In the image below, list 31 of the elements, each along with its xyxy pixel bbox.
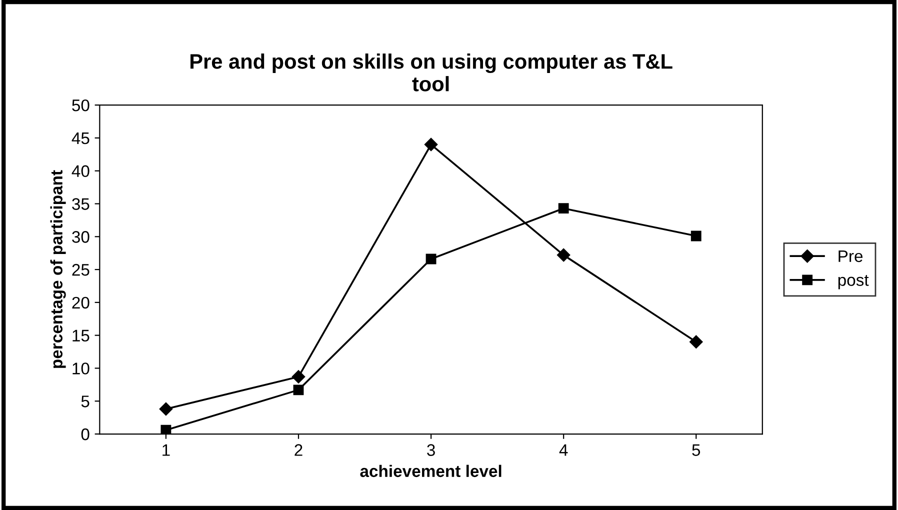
y-tick-label: 0 [81, 428, 90, 440]
x-tick-label: 2 [294, 444, 302, 456]
x-tick-label: 5 [692, 444, 700, 456]
y-tick-label: 10 [72, 362, 90, 374]
y-axis-title: percentage of participant [50, 170, 66, 368]
y-tick-label: 45 [72, 132, 90, 144]
y-tick-label: 35 [72, 198, 90, 210]
point [293, 384, 304, 396]
point [426, 254, 436, 264]
point [160, 424, 172, 434]
legend-label: post [838, 275, 869, 290]
x-tick-label: 4 [559, 444, 568, 456]
y-tick-label: 30 [72, 231, 90, 243]
chart-title: Pre and post on skills on using computer as T&L tool [190, 54, 672, 92]
point [690, 230, 702, 242]
x-axis-title: achievement level [360, 464, 502, 478]
x-tick-label: 3 [427, 444, 435, 456]
point [558, 203, 569, 214]
point [690, 335, 703, 348]
legend-label: Pre [838, 250, 863, 262]
y-tick-label: 5 [81, 396, 90, 408]
point [556, 248, 570, 262]
x-tick-label: 1 [162, 444, 170, 456]
y-tick-label: 20 [72, 296, 90, 309]
y-tick-label: 40 [72, 165, 90, 178]
point [159, 402, 173, 416]
point [424, 138, 438, 152]
y-tick-label: 15 [72, 330, 90, 342]
point [292, 370, 306, 384]
y-tick-label: 25 [72, 264, 90, 276]
y-tick-label: 50 [72, 99, 90, 112]
